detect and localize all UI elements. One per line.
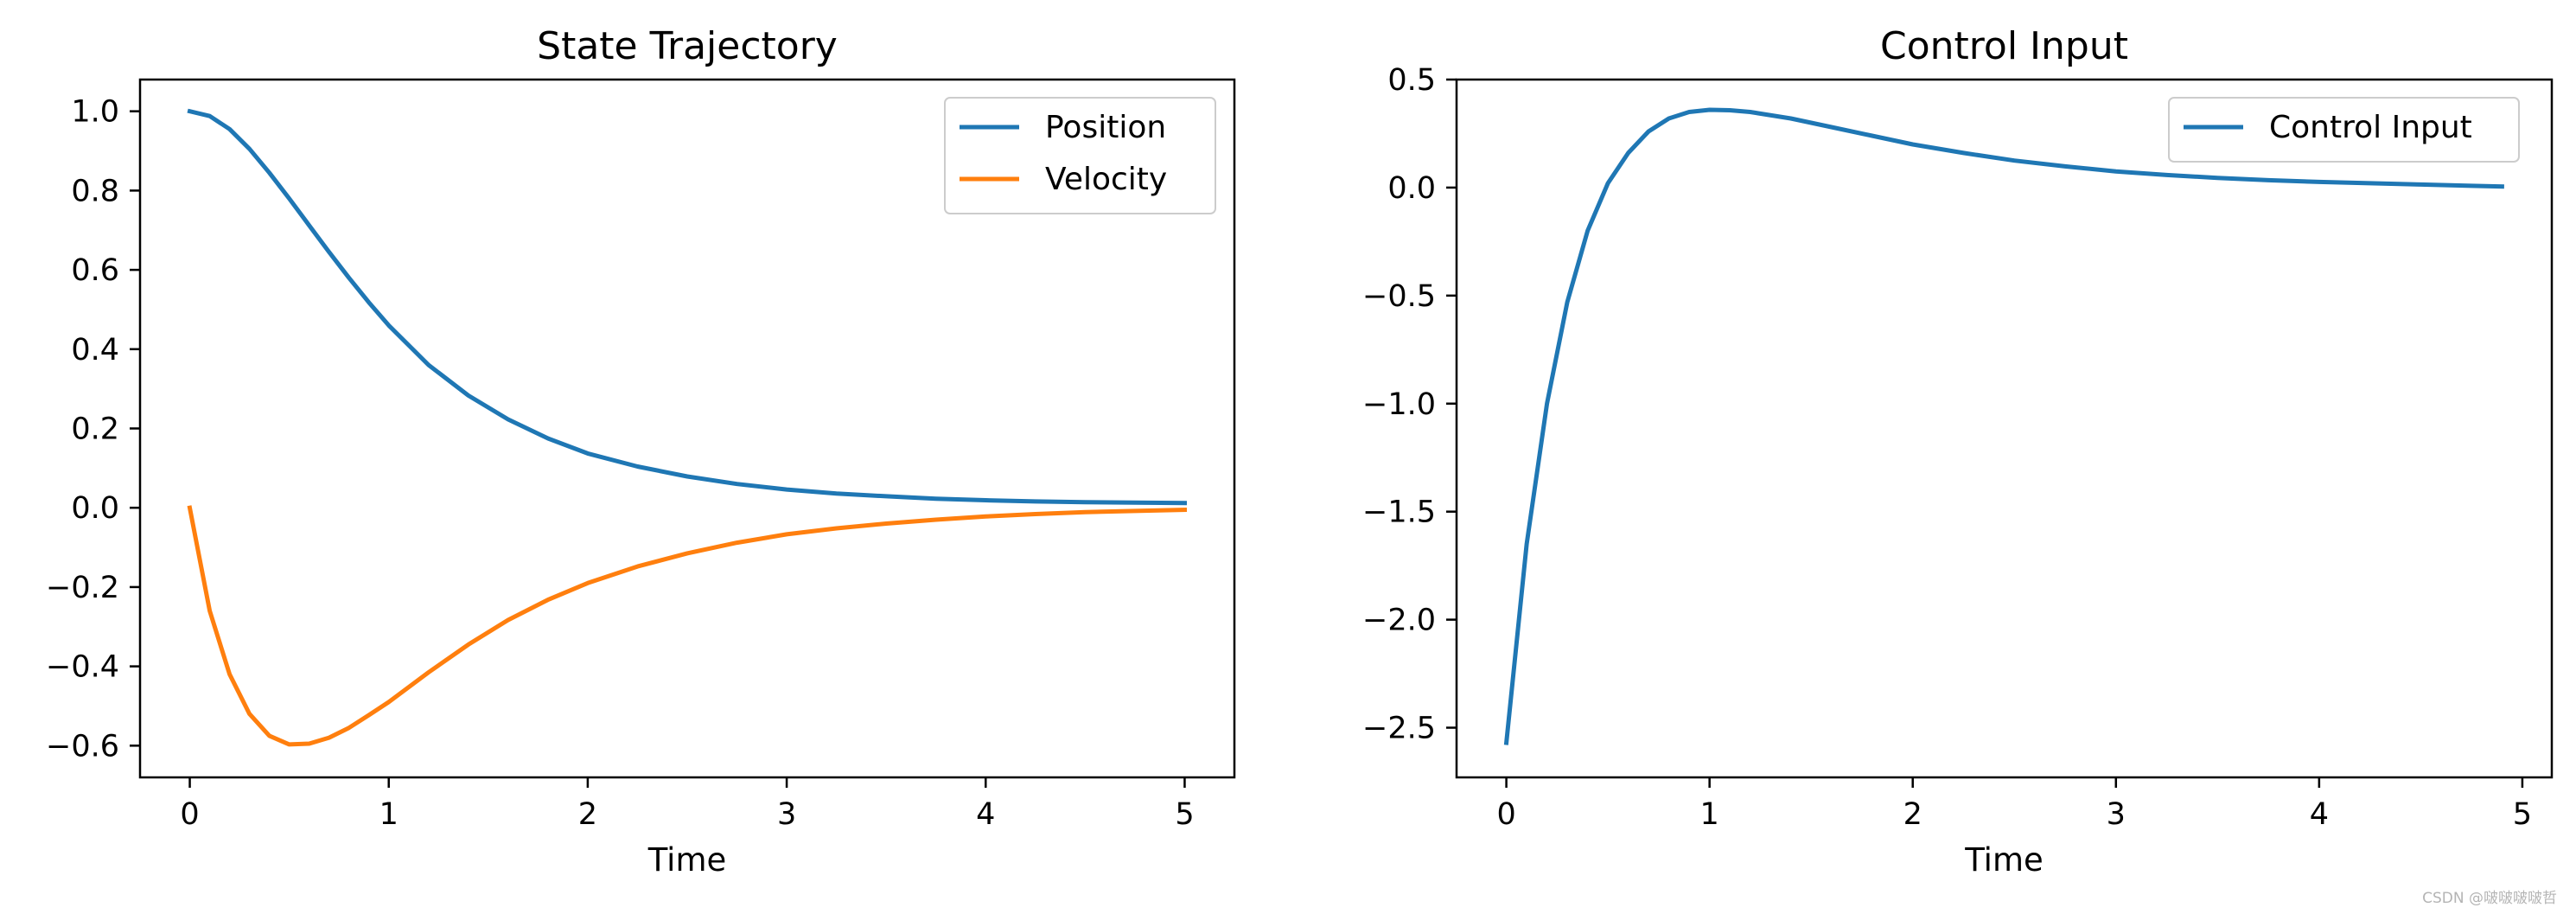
x-tick-label: 0 bbox=[180, 797, 199, 832]
y-tick-label: −1.5 bbox=[1362, 495, 1436, 530]
legend-label: Velocity bbox=[1045, 162, 1167, 197]
axes-frame bbox=[1455, 78, 2554, 779]
y-tick-label: 0.2 bbox=[71, 412, 119, 447]
y-tick-label: 0.6 bbox=[71, 253, 119, 288]
x-tick-label: 1 bbox=[379, 797, 399, 832]
x-tick-label: 2 bbox=[1903, 797, 1922, 832]
x-tick-label: 5 bbox=[1175, 797, 1194, 832]
x-tick-label: 2 bbox=[578, 797, 597, 832]
y-tick-label: 0.0 bbox=[71, 491, 119, 526]
y-tick-label: 0.4 bbox=[71, 333, 119, 368]
y-tick-label: −0.4 bbox=[46, 650, 119, 685]
x-axis-label: Time bbox=[1964, 841, 2044, 879]
x-tick-label: 3 bbox=[2107, 797, 2126, 832]
chart-title: Control Input bbox=[1880, 24, 2128, 68]
y-tick-label: −2.5 bbox=[1362, 712, 1436, 746]
x-tick-label: 4 bbox=[976, 797, 995, 832]
x-axis-label: Time bbox=[647, 841, 727, 879]
x-tick-label: 5 bbox=[2513, 797, 2532, 832]
chart-1: State Trajectory 0 1 2 3 4 5 −0.6 −0.4 −0.2 0.0 0.2… bbox=[46, 24, 1236, 879]
y-tick-label: −0.5 bbox=[1362, 279, 1436, 314]
x-tick-label: 4 bbox=[2310, 797, 2329, 832]
legend: Control Input bbox=[2168, 97, 2520, 163]
legend-box bbox=[2168, 97, 2520, 163]
chart-2: Control Input 0 1 2 3 4 5 −2.5 −2.0 −1.5 −1.0 −0.5 0… bbox=[1362, 24, 2554, 879]
y-tick-label: 1.0 bbox=[71, 95, 119, 130]
series-line-position bbox=[187, 108, 1188, 506]
series-line-control-input bbox=[1503, 107, 2504, 745]
series-line-velocity bbox=[187, 505, 1188, 747]
y-tick-label: −2.0 bbox=[1362, 604, 1436, 638]
chart-title: State Trajectory bbox=[537, 24, 838, 68]
y-tick-label: −1.0 bbox=[1362, 387, 1436, 422]
watermark: CSDN @啵啵啵啵哲 bbox=[2422, 890, 2557, 907]
legend-label: Position bbox=[1045, 110, 1166, 145]
x-tick-label: 0 bbox=[1496, 797, 1515, 832]
y-tick-label: −0.2 bbox=[46, 571, 119, 605]
x-tick-label: 3 bbox=[777, 797, 796, 832]
y-tick-label: −0.6 bbox=[46, 729, 119, 764]
y-tick-label: 0.8 bbox=[71, 174, 119, 208]
x-tick-label: 1 bbox=[1700, 797, 1719, 832]
legend: Position Velocity bbox=[944, 97, 1216, 214]
y-tick-label: 0.0 bbox=[1387, 171, 1436, 206]
legend-label: Control Input bbox=[2269, 110, 2472, 145]
y-tick-label: 0.5 bbox=[1387, 63, 1436, 98]
